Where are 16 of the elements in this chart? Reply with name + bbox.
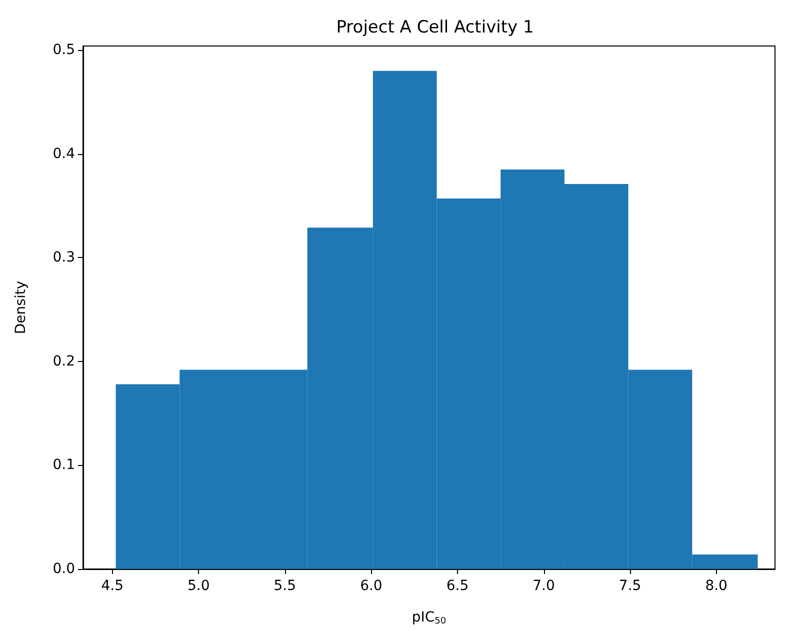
x-tick-label: 8.0	[705, 578, 728, 594]
x-tick-label: 6.5	[446, 578, 469, 594]
x-tick-label: 4.5	[101, 578, 124, 594]
x-tick-label: 5.0	[187, 578, 210, 594]
y-tick-label: 0.1	[52, 457, 75, 474]
chart-title: Project A Cell Activity 1	[336, 18, 534, 38]
y-tick-label: 0.2	[52, 353, 75, 370]
y-tick-label: 0.5	[52, 42, 75, 58]
y-tick-label: 0.4	[52, 146, 76, 162]
y-tick-label: 0.3	[52, 250, 75, 266]
y-tick-label: 0.0	[52, 561, 75, 577]
x-tick-label: 6.0	[360, 578, 382, 594]
y-axis-title: Density	[13, 280, 29, 334]
x-tick-label: 5.5	[274, 578, 296, 594]
x-tick-label: 7.0	[532, 578, 555, 594]
x-tick-label: 7.5	[618, 578, 642, 594]
